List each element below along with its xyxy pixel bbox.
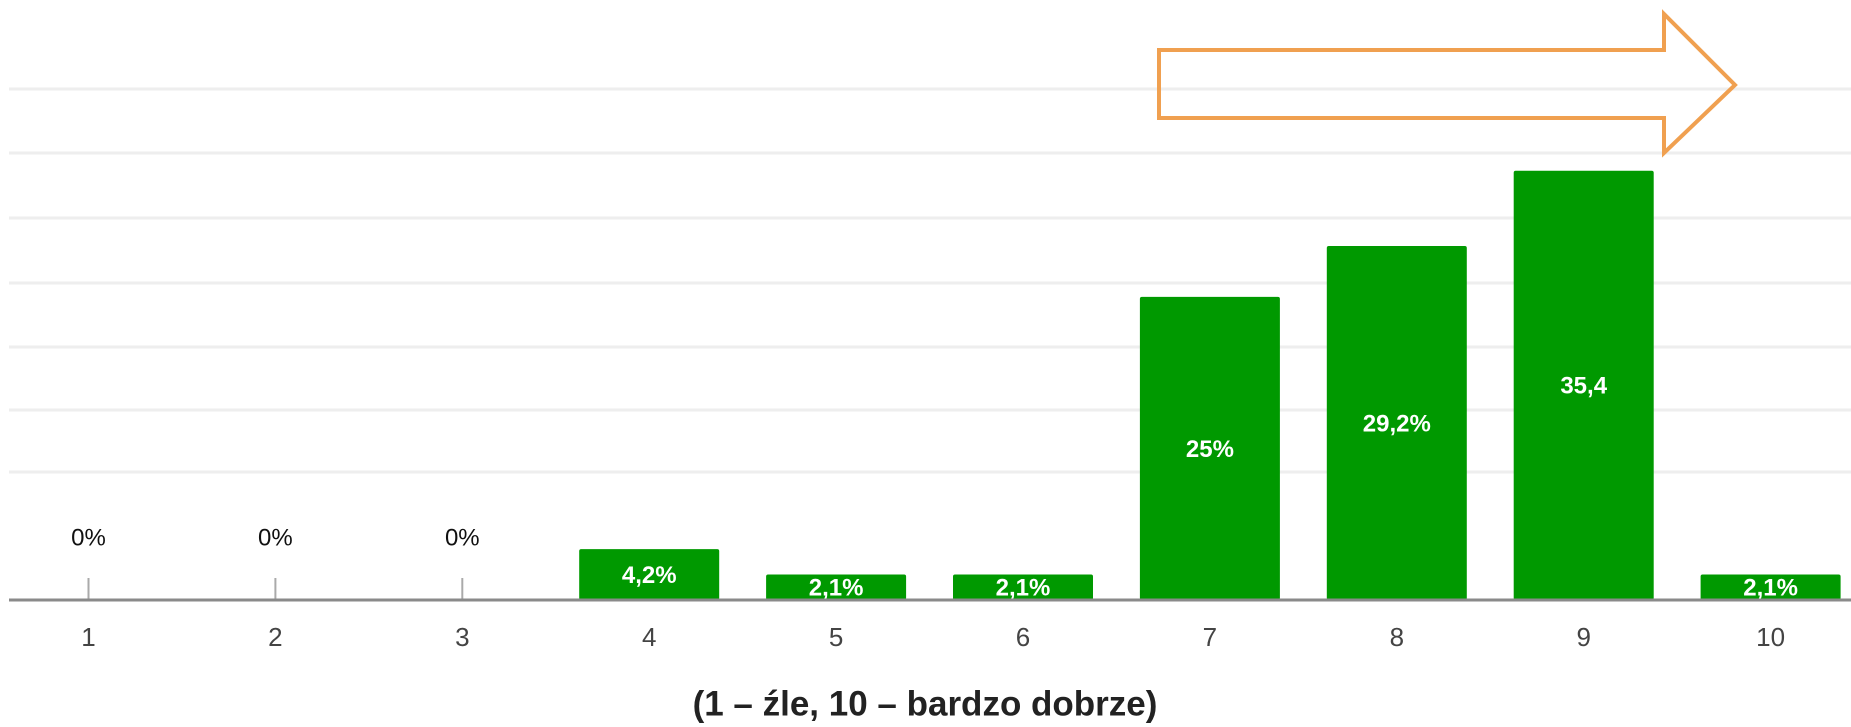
data-label: 2,1%	[1743, 575, 1798, 602]
plot: 0% 1 0% 2 0% 3 4,2% 4 2,1% 5 2,1% 6 25% 7 29,2% 8 35,4 9 2…	[71, 170, 1841, 652]
x-tick-label: 9	[1576, 622, 1590, 652]
x-tick-label: 4	[642, 622, 656, 652]
x-axis-label: (1 – źle, 10 – bardzo dobrze)	[693, 684, 1158, 723]
data-label: 2,1%	[809, 575, 864, 602]
data-label: 29,2%	[1363, 410, 1431, 437]
bar	[1139, 296, 1280, 600]
bar	[1326, 245, 1467, 600]
x-tick-label: 3	[455, 622, 469, 652]
x-tick-label: 2	[268, 622, 282, 652]
x-tick-label: 8	[1390, 622, 1404, 652]
arrow	[1157, 9, 1738, 158]
data-label: 2,1%	[996, 575, 1051, 602]
bar	[766, 574, 907, 600]
data-label: 4,2%	[622, 562, 677, 589]
data-label: 0%	[258, 524, 293, 551]
data-label: 35,4	[1560, 373, 1607, 400]
data-label: 0%	[71, 524, 106, 551]
x-tick-label: 10	[1756, 622, 1785, 652]
background-grid	[9, 87, 1851, 474]
bar	[953, 574, 1093, 600]
bar	[1513, 170, 1654, 600]
bar	[579, 549, 720, 600]
x-tick-label: 1	[81, 622, 95, 652]
bar	[1700, 574, 1841, 600]
x-tick-label: 7	[1203, 622, 1217, 652]
data-label: 25%	[1186, 436, 1234, 463]
x-tick-label: 5	[829, 622, 843, 652]
x-tick-label: 6	[1016, 622, 1030, 652]
data-label: 0%	[445, 524, 480, 551]
